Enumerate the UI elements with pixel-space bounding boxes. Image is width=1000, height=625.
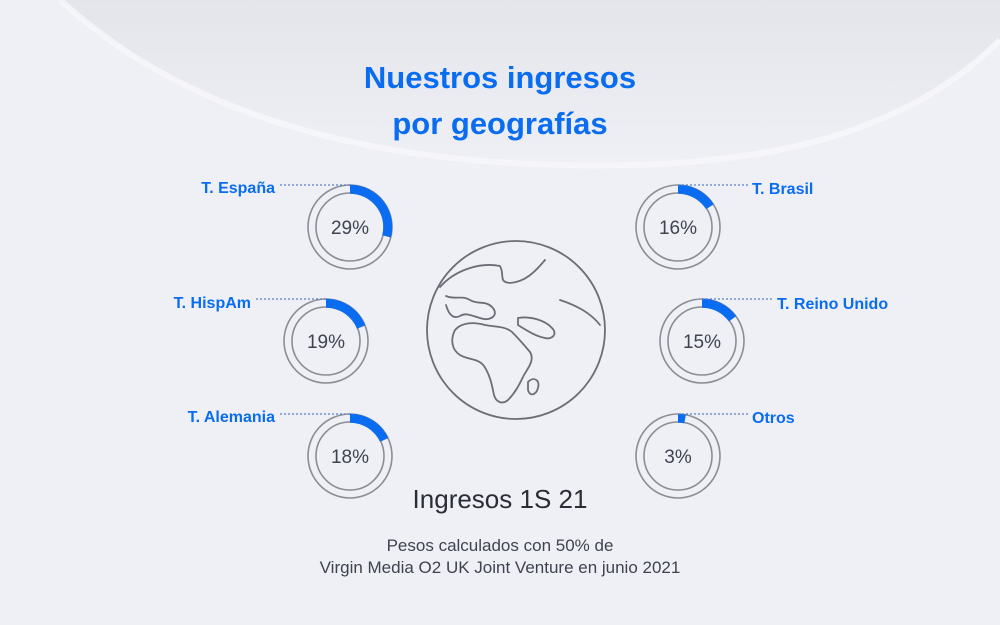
- value-label-t-alemania: 18%: [331, 447, 369, 468]
- ring-t-reino-unido: 15% T. Reino Unido: [659, 296, 888, 384]
- category-label-t-alemania: T. Alemania: [188, 409, 276, 426]
- value-label-t-brasil: 16%: [659, 218, 697, 239]
- value-label-t-reino-unido: 15%: [683, 332, 721, 353]
- ring-inner-t-reino-unido: [667, 306, 737, 376]
- page-title-line-1: Nuestros ingresos: [363, 60, 637, 95]
- value-arc-t-reino-unido: [701, 298, 737, 322]
- ring-t-hispam: 19% T. HispAm: [174, 295, 369, 384]
- category-label-otros: Otros: [752, 410, 795, 427]
- ring-otros: 3% Otros: [635, 410, 795, 499]
- globe-icon: [426, 240, 606, 420]
- value-arc-t-brasil: [677, 184, 714, 210]
- footnote-line-2: Virgin Media O2 UK Joint Venture en juni…: [319, 558, 681, 577]
- value-label-otros: 3%: [664, 447, 692, 468]
- value-label-t-espana: 29%: [331, 218, 369, 239]
- footnote-line-1: Pesos calculados con 50% de: [386, 536, 614, 555]
- category-label-t-hispam: T. HispAm: [174, 295, 251, 312]
- chart-subtitle: Ingresos 1S 21: [412, 484, 588, 514]
- value-arc-t-espana: [349, 184, 393, 238]
- category-label-t-brasil: T. Brasil: [752, 181, 813, 198]
- page-title-line-2: por geografías: [392, 106, 608, 141]
- ring-t-espana: 29% T. España: [201, 180, 393, 270]
- category-label-t-reino-unido: T. Reino Unido: [777, 296, 888, 313]
- ring-inner-t-brasil: [643, 192, 713, 262]
- ring-t-alemania: 18% T. Alemania: [188, 409, 393, 499]
- category-label-t-espana: T. España: [201, 180, 275, 197]
- value-arc-t-alemania: [349, 413, 389, 443]
- value-arc-t-hispam: [325, 298, 366, 329]
- ring-t-brasil: 16% T. Brasil: [635, 181, 813, 270]
- ring-inner-t-hispam: [291, 306, 361, 376]
- value-arc-otros: [677, 413, 686, 424]
- value-label-t-hispam: 19%: [307, 332, 345, 353]
